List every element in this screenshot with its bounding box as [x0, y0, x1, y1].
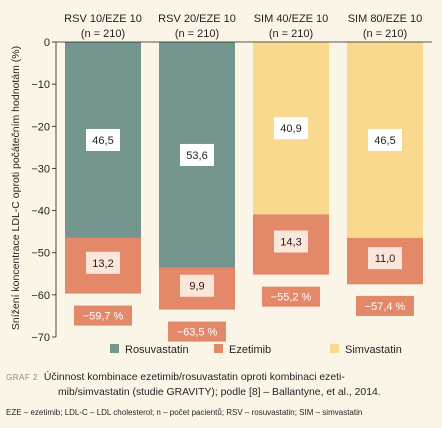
value-label-simvastatin: 40,9 [280, 123, 301, 135]
plot-area: 46,5 13,2 −59,7 % RSV 10/EZE 10 (n = 210) 53,… [31, 13, 432, 356]
value-label-ezetimib: 13,2 [92, 258, 113, 270]
category-n-label: (n = 210) [81, 28, 125, 40]
category-label: SIM 40/EZE 10 [254, 13, 329, 25]
category-label: RSV 10/EZE 10 [64, 13, 142, 25]
value-label-box [86, 251, 120, 274]
total-label: −59,7 % [83, 311, 124, 323]
total-label: −57,4 % [365, 301, 406, 313]
total-label-box [74, 305, 132, 326]
caption-text-1: Účinnost kombinace ezetimib/rosuvastatin… [43, 372, 345, 383]
value-label-ezetimib: 14,3 [280, 236, 301, 248]
y-tick-label: −10 [31, 79, 50, 91]
y-tick-label: 0 [44, 37, 50, 49]
category-n-label: (n = 210) [175, 28, 219, 40]
value-label-box [180, 274, 214, 297]
category-label: RSV 20/EZE 10 [158, 13, 236, 25]
y-tick-label: −50 [31, 248, 50, 260]
value-label-box [86, 128, 120, 151]
value-label-box [274, 117, 308, 140]
ldl-reduction-chart: Snížení koncentrace LDL-C oproti počáteč… [10, 13, 432, 356]
category-n-label: (n = 210) [269, 28, 313, 40]
legend-swatch-simvastatin [330, 344, 339, 353]
total-label: −55,2 % [271, 292, 312, 304]
value-label-ezetimib: 9,9 [189, 281, 204, 293]
value-label-ezetimib: 11,0 [375, 253, 396, 265]
y-tick-label: −30 [31, 163, 50, 175]
y-tick-label: −60 [31, 290, 50, 302]
y-tick-label: −20 [31, 121, 50, 133]
value-label-rosuvastatin: 53,6 [186, 150, 207, 162]
y-axis-title: Snížení koncentrace LDL-C oproti počáteč… [10, 46, 22, 330]
value-label-simvastatin: 46,5 [374, 135, 395, 147]
total-label: −63,5 % [177, 327, 218, 339]
y-tick-label: −40 [31, 206, 50, 218]
legend-label-ezetimib: Ezetimib [229, 344, 271, 356]
y-tick-label: −70 [31, 332, 50, 344]
abbreviations-note: EZE – ezetimib; LDL-C – LDL cholesterol;… [6, 408, 363, 417]
value-label-box [368, 247, 402, 270]
category-n-label: (n = 210) [363, 28, 407, 40]
legend-label-simvastatin: Simvastatin [345, 344, 402, 356]
total-label-box [262, 286, 320, 307]
figure-caption-line1: GRAF 2 Účinnost kombinace ezetimib/rosuva… [6, 372, 345, 383]
value-label-box [368, 128, 402, 151]
total-label-box [168, 321, 226, 342]
legend-swatch-ezetimib [214, 344, 223, 353]
legend-swatch-rosuvastatin [110, 344, 119, 353]
caption-text-2: mib/simvastatin (studie GRAVITY); podle … [58, 387, 381, 398]
category-label: SIM 80/EZE 10 [348, 13, 423, 25]
value-label-box [180, 143, 214, 166]
figure-caption-line2: mib/simvastatin (studie GRAVITY); podle … [58, 387, 381, 398]
total-label-box [356, 295, 414, 316]
figure-tag: GRAF 2 [6, 373, 38, 382]
value-label-rosuvastatin: 46,5 [92, 135, 113, 147]
legend-label-rosuvastatin: Rosuvastatin [125, 344, 189, 356]
value-label-box [274, 230, 308, 253]
